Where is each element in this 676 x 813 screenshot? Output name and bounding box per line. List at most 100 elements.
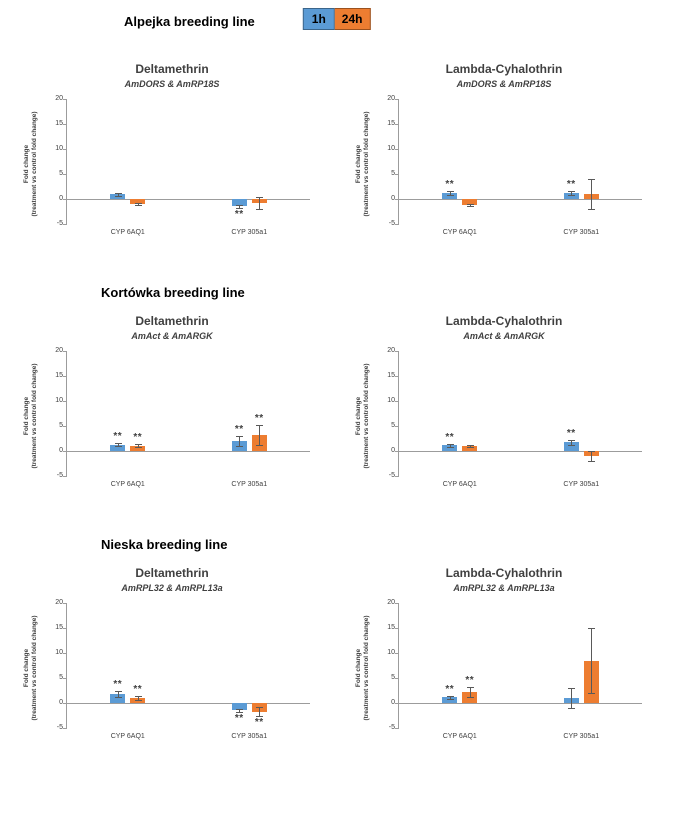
x-axis-line <box>67 451 310 452</box>
y-tick-label: 20 <box>387 599 395 606</box>
error-bar-cap <box>256 707 264 708</box>
error-bar <box>449 695 451 699</box>
y-tick-mark <box>63 628 67 629</box>
x-category-label: CYP 305a1 <box>563 733 600 740</box>
chart-subtitle: AmRPL32 & AmRPL13a <box>453 583 555 593</box>
x-axis-line <box>399 451 642 452</box>
error-bar-cap <box>568 444 576 446</box>
error-bar <box>239 436 241 446</box>
y-tick-label: 5 <box>391 674 395 681</box>
y-tick-mark <box>395 728 399 729</box>
y-tick-mark <box>63 376 67 377</box>
y-tick-mark <box>395 149 399 150</box>
x-category-label: CYP 305a1 <box>231 229 268 236</box>
y-tick-mark <box>395 401 399 402</box>
y-tick-label: -5 <box>388 472 395 479</box>
chart-nieska-lambda-cyhalothrin: Lambda-Cyhalothrin AmRPL32 & AmRPL13a Fo… <box>344 566 664 745</box>
y-tick-label: 0 <box>391 699 395 706</box>
y-tick-label: 0 <box>59 699 63 706</box>
chart-alpejka-lambda-cyhalothrin: Lambda-Cyhalothrin AmDORS & AmRP18S Fold… <box>344 62 664 241</box>
y-tick-mark <box>63 199 67 200</box>
chart-title: Deltamethrin <box>135 566 209 580</box>
error-bar <box>591 628 593 693</box>
x-axis-line <box>67 703 310 704</box>
x-axis-line <box>399 703 642 704</box>
error-bar <box>259 707 261 716</box>
chart-subtitle: AmRPL32 & AmRPL13a <box>121 583 223 593</box>
error-bar-cap <box>114 446 122 447</box>
y-tick-mark <box>395 451 399 452</box>
x-category-label: CYP 6AQ1 <box>442 733 477 740</box>
error-bar-cap <box>466 697 474 698</box>
significance-marker: ** <box>113 679 123 690</box>
bar-1h-cyp-305a1 <box>563 442 579 451</box>
y-tick-mark <box>395 703 399 704</box>
y-tick-mark <box>63 149 67 150</box>
y-tick-label: 0 <box>59 447 63 454</box>
y-tick-mark <box>395 603 399 604</box>
significance-marker: ** <box>566 427 576 439</box>
error-bar-cap <box>588 693 596 694</box>
y-tick-label: -5 <box>56 472 63 479</box>
bar-1h-cyp-305a1 <box>231 199 247 206</box>
error-bar-cap <box>114 697 122 698</box>
error-bar-cap <box>236 708 244 710</box>
significance-marker: ** <box>234 208 244 220</box>
chart-subtitle: AmAct & AmARGK <box>463 331 545 341</box>
y-tick-label: 5 <box>391 422 395 429</box>
significance-marker: ** <box>566 179 576 190</box>
y-tick-label: 5 <box>59 674 63 681</box>
error-bar-cap <box>446 446 454 448</box>
x-axis-line <box>399 199 642 200</box>
chart-title: Deltamethrin <box>135 314 209 328</box>
plot-row: Fold change (treatment vs control fold c… <box>12 599 332 745</box>
y-axis-title: Fold change (treatment vs control fold c… <box>350 99 376 241</box>
error-bar-cap <box>114 443 122 444</box>
y-tick-mark <box>63 603 67 604</box>
y-tick-mark <box>63 678 67 679</box>
y-tick-mark <box>63 174 67 175</box>
x-category-label: CYP 6AQ1 <box>110 229 145 236</box>
error-bar-cap <box>568 191 576 192</box>
y-tick-label: 10 <box>387 397 395 404</box>
y-tick-mark <box>63 224 67 225</box>
chart-title: Lambda-Cyhalothrin <box>445 566 563 580</box>
error-bar <box>469 687 471 697</box>
error-bar-cap <box>114 192 122 194</box>
y-tick-label: 10 <box>55 397 63 404</box>
y-tick-mark <box>395 376 399 377</box>
plot-area: -5 0 5 10 15 20 CYP 6AQ1 ** CYP 305a1 ** <box>387 95 642 236</box>
chart-kortowka-deltamethrin: Deltamethrin AmAct & AmARGK Fold change … <box>12 314 332 493</box>
significance-marker: ** <box>133 432 143 444</box>
y-tick-label: 20 <box>55 599 63 606</box>
error-bar <box>239 708 241 712</box>
error-bar-cap <box>236 204 244 206</box>
y-tick-label: 15 <box>387 372 395 379</box>
error-bar <box>117 691 119 697</box>
error-bar <box>591 451 593 461</box>
plot-area: -5 0 5 10 15 20 CYP 6AQ1 ** CYP 305a1 ** <box>387 347 642 488</box>
error-bar-cap <box>588 628 596 629</box>
bar-24h-cyp-6aq1 <box>462 446 478 451</box>
y-tick-mark <box>63 476 67 477</box>
section-title-alpejka: Alpejka breeding line <box>124 14 255 29</box>
y-tick-mark <box>395 678 399 679</box>
bar-24h-cyp-6aq1 <box>130 199 146 204</box>
significance-marker: ** <box>445 683 455 695</box>
y-axis-title-line2: (treatment vs control fold change) <box>31 615 38 721</box>
error-bar-cap <box>446 195 454 196</box>
error-bar-cap <box>134 204 142 206</box>
y-tick-mark <box>63 426 67 427</box>
y-tick-mark <box>395 653 399 654</box>
significance-marker: ** <box>445 179 455 190</box>
y-tick-mark <box>63 351 67 352</box>
chart-title: Lambda-Cyhalothrin <box>445 314 563 328</box>
error-bar-cap <box>236 711 244 713</box>
y-tick-label: 15 <box>55 624 63 631</box>
y-tick-label: 20 <box>387 95 395 102</box>
error-bar <box>449 443 451 447</box>
error-bar <box>469 445 471 447</box>
plot-area: -5 0 5 10 15 20 CYP 6AQ1 ** ** CYP 305a1 ** ** <box>55 347 310 488</box>
error-bar-cap <box>114 195 122 197</box>
plot-row: Fold change (treatment vs control fold c… <box>344 95 664 241</box>
